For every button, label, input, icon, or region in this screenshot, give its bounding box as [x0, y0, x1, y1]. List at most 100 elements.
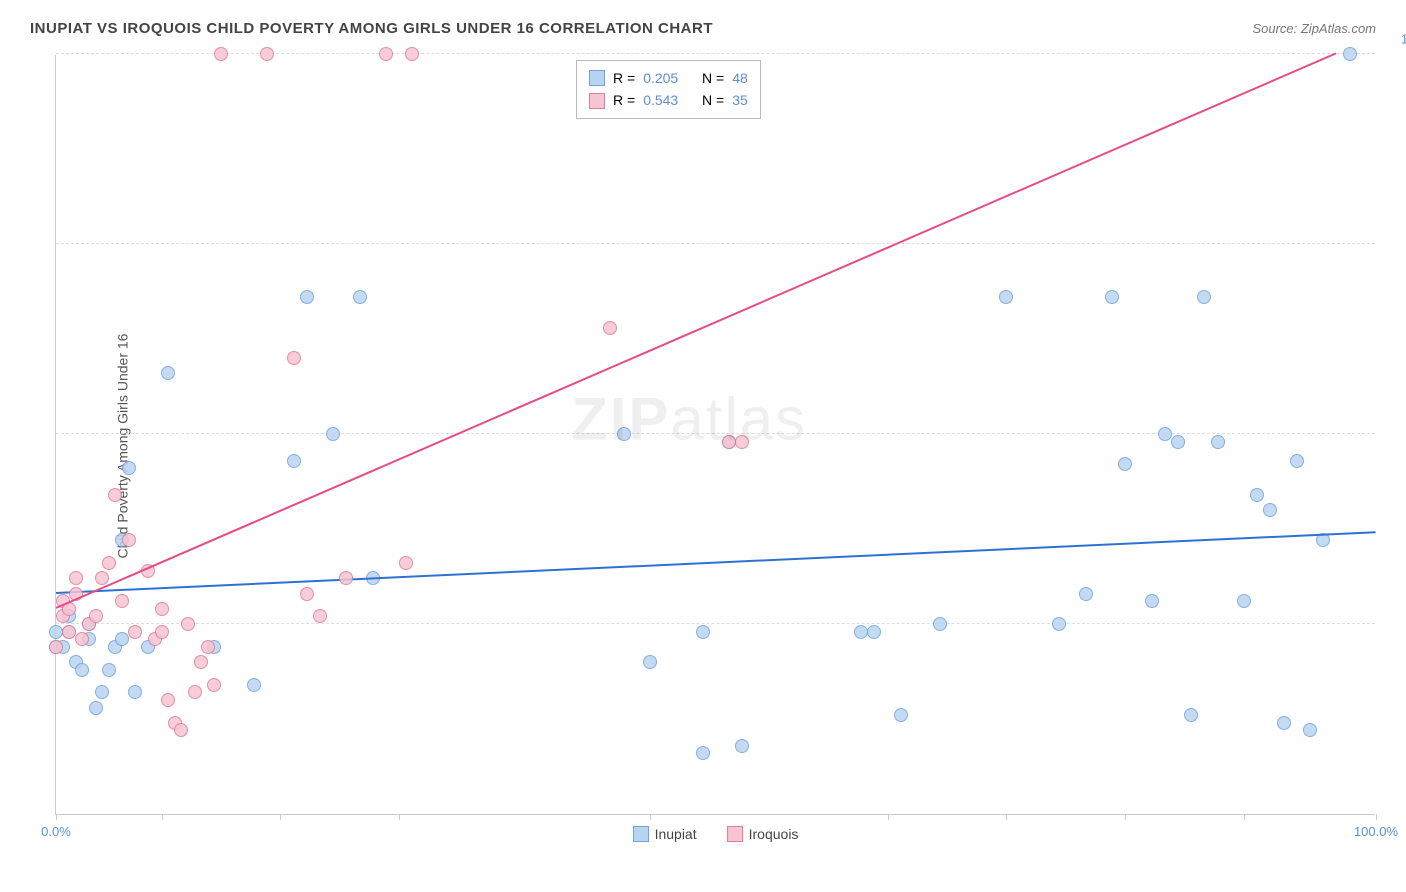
- series-legend: Inupiat Iroquois: [633, 826, 799, 842]
- data-point: [161, 366, 175, 380]
- data-point: [69, 571, 83, 585]
- data-point: [1303, 723, 1317, 737]
- data-point: [399, 556, 413, 570]
- data-point: [201, 640, 215, 654]
- data-point: [108, 488, 122, 502]
- x-tick: [1376, 814, 1377, 820]
- x-tick: [888, 814, 889, 820]
- data-point: [1171, 435, 1185, 449]
- data-point: [1290, 454, 1304, 468]
- data-point: [339, 571, 353, 585]
- data-point: [1105, 290, 1119, 304]
- x-tick: [650, 814, 651, 820]
- data-point: [122, 533, 136, 547]
- data-point: [696, 625, 710, 639]
- gridline: [56, 243, 1375, 244]
- r-value-inupiat: 0.205: [643, 67, 678, 89]
- swatch-iroquois: [727, 826, 743, 842]
- data-point: [260, 47, 274, 61]
- data-point: [854, 625, 868, 639]
- data-point: [89, 609, 103, 623]
- correlation-legend: R = 0.205 N = 48 R = 0.543 N = 35: [576, 60, 761, 119]
- data-point: [161, 693, 175, 707]
- n-label: N =: [702, 89, 724, 111]
- r-value-iroquois: 0.543: [643, 89, 678, 111]
- legend-label-iroquois: Iroquois: [749, 826, 799, 842]
- data-point: [300, 290, 314, 304]
- data-point: [1079, 587, 1093, 601]
- data-point: [999, 290, 1013, 304]
- scatter-chart: ZIPatlas R = 0.205 N = 48 R = 0.543 N = …: [55, 55, 1375, 815]
- chart-header: INUPIAT VS IROQUOIS CHILD POVERTY AMONG …: [30, 20, 1376, 37]
- swatch-inupiat: [589, 70, 605, 86]
- y-tick-label: 100.0%: [1385, 32, 1406, 47]
- data-point: [1343, 47, 1357, 61]
- data-point: [115, 594, 129, 608]
- y-tick-label: 50.0%: [1385, 412, 1406, 427]
- data-point: [89, 701, 103, 715]
- trend-line: [56, 52, 1337, 609]
- data-point: [1145, 594, 1159, 608]
- data-point: [95, 685, 109, 699]
- data-point: [207, 678, 221, 692]
- data-point: [122, 461, 136, 475]
- watermark: ZIPatlas: [571, 385, 807, 454]
- y-tick-label: 25.0%: [1385, 602, 1406, 617]
- n-value-iroquois: 35: [732, 89, 748, 111]
- data-point: [1211, 435, 1225, 449]
- data-point: [194, 655, 208, 669]
- x-tick-label: 100.0%: [1354, 824, 1398, 839]
- data-point: [75, 632, 89, 646]
- x-tick-label: 0.0%: [41, 824, 71, 839]
- data-point: [617, 427, 631, 441]
- legend-row-iroquois: R = 0.543 N = 35: [589, 89, 748, 111]
- gridline: [56, 623, 1375, 624]
- r-label: R =: [613, 67, 635, 89]
- n-label: N =: [702, 67, 724, 89]
- data-point: [214, 47, 228, 61]
- x-tick: [56, 814, 57, 820]
- trend-line: [56, 531, 1376, 594]
- source-label: Source: ZipAtlas.com: [1252, 21, 1376, 36]
- data-point: [1250, 488, 1264, 502]
- data-point: [49, 625, 63, 639]
- x-tick: [1006, 814, 1007, 820]
- chart-title: INUPIAT VS IROQUOIS CHILD POVERTY AMONG …: [30, 20, 713, 37]
- data-point: [247, 678, 261, 692]
- data-point: [1158, 427, 1172, 441]
- data-point: [287, 454, 301, 468]
- data-point: [128, 625, 142, 639]
- data-point: [128, 685, 142, 699]
- data-point: [49, 640, 63, 654]
- data-point: [313, 609, 327, 623]
- data-point: [188, 685, 202, 699]
- data-point: [933, 617, 947, 631]
- data-point: [155, 625, 169, 639]
- data-point: [696, 746, 710, 760]
- data-point: [174, 723, 188, 737]
- data-point: [894, 708, 908, 722]
- data-point: [300, 587, 314, 601]
- data-point: [102, 556, 116, 570]
- data-point: [735, 739, 749, 753]
- data-point: [115, 632, 129, 646]
- x-tick: [1244, 814, 1245, 820]
- data-point: [643, 655, 657, 669]
- legend-item-inupiat: Inupiat: [633, 826, 697, 842]
- data-point: [353, 290, 367, 304]
- n-value-inupiat: 48: [732, 67, 748, 89]
- x-tick: [1125, 814, 1126, 820]
- x-tick: [162, 814, 163, 820]
- data-point: [405, 47, 419, 61]
- data-point: [75, 663, 89, 677]
- data-point: [95, 571, 109, 585]
- data-point: [1197, 290, 1211, 304]
- legend-item-iroquois: Iroquois: [727, 826, 799, 842]
- data-point: [735, 435, 749, 449]
- x-tick: [280, 814, 281, 820]
- data-point: [326, 427, 340, 441]
- r-label: R =: [613, 89, 635, 111]
- data-point: [102, 663, 116, 677]
- data-point: [62, 625, 76, 639]
- data-point: [1052, 617, 1066, 631]
